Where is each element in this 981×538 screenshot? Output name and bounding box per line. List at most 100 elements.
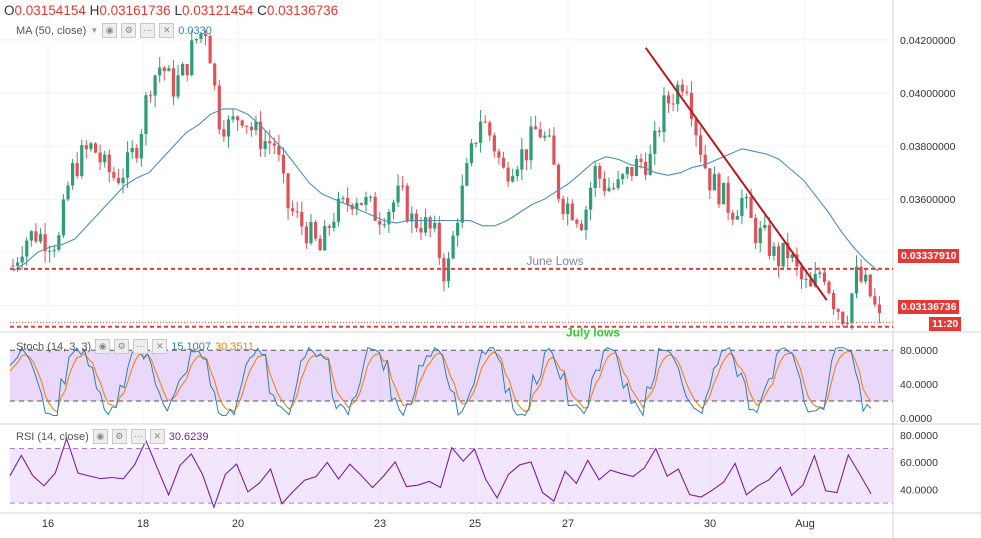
eye-icon[interactable]: ◉ (102, 23, 118, 38)
candle-body (126, 152, 130, 178)
candle-body (570, 203, 574, 220)
more-icon[interactable]: ⋯ (140, 23, 156, 38)
stoch-k-value: 15.1007 (171, 340, 211, 353)
candle-body (112, 172, 116, 178)
candle-body (630, 166, 634, 176)
close-icon[interactable]: ✕ (159, 23, 175, 38)
ohlc-readout: O0.03154154 H0.03161736 L0.03121454 C0.0… (4, 3, 338, 18)
candle-body (749, 196, 753, 218)
candle-body (653, 130, 657, 154)
candle-body (93, 143, 98, 153)
candle-body (575, 219, 579, 224)
candle-body (378, 220, 382, 225)
candle-body (89, 143, 93, 150)
candle-body (740, 198, 744, 217)
candle-body (676, 84, 680, 105)
candle-body (790, 254, 794, 259)
candle-body (323, 226, 327, 251)
candle-body (387, 211, 391, 225)
candle-body (813, 273, 817, 287)
candle-body (208, 35, 212, 64)
candle-body (144, 95, 148, 134)
candle-body (272, 143, 276, 146)
candle-body (405, 185, 409, 222)
candle-body (121, 177, 125, 184)
eye-icon[interactable]: ◉ (95, 339, 111, 354)
candle-body (181, 64, 185, 76)
close-value: 0.03136736 (266, 3, 339, 18)
candle-body (107, 154, 111, 173)
candle-body (341, 197, 345, 199)
last-price-tag: 0.03136736 (898, 300, 960, 314)
candle-body (217, 85, 221, 130)
ma-value: 0.0330 (178, 24, 212, 37)
candle-body (511, 176, 515, 182)
candle-body (254, 121, 258, 131)
candle-body (772, 246, 776, 256)
candle-body (763, 224, 767, 228)
gear-icon[interactable]: ⚙ (111, 429, 127, 444)
descending-trendline (644, 47, 828, 301)
candle-body (547, 135, 551, 137)
candle-body (520, 149, 524, 170)
candle-body (776, 246, 781, 267)
more-icon[interactable]: ⋯ (133, 339, 149, 354)
rsi-value: 30.6239 (168, 430, 209, 443)
candle-body (139, 133, 143, 159)
candle-body (20, 256, 24, 263)
oscillator-panes: 80.0000 40.0000 0.0000 80.0000 60.0000 40.000… (9, 345, 938, 509)
gear-icon[interactable]: ⚙ (114, 339, 130, 354)
candle-body (566, 203, 570, 215)
close-label: C (257, 3, 267, 18)
candle-body (804, 279, 808, 281)
candle-body (616, 179, 620, 188)
candle-body (75, 163, 79, 176)
rsi-legend[interactable]: RSI (14, close) ◉ ⚙ ⋯ ✕ 30.6239 (16, 429, 209, 444)
candle-body (396, 185, 400, 203)
candle-body (203, 33, 208, 36)
high-label: H (89, 3, 100, 18)
time-tick-label: 27 (562, 518, 574, 530)
more-icon[interactable]: ⋯ (130, 429, 146, 444)
ma-legend[interactable]: MA (50, close) ▼ ◉ ⚙ ⋯ ✕ 0.0330 (16, 23, 212, 38)
support-price-tag: 0.03337910 (898, 249, 960, 263)
candle-body (799, 266, 804, 280)
close-icon[interactable]: ✕ (152, 339, 168, 354)
gear-icon[interactable]: ⚙ (121, 23, 137, 38)
rsi-line (9, 436, 872, 509)
candle-body (226, 119, 231, 137)
candle-body (38, 234, 43, 242)
candle-body (744, 196, 749, 199)
candle-body (194, 38, 198, 41)
chart-overlays: June Lows July lows (10, 47, 893, 340)
time-tick-label: Aug (795, 518, 815, 530)
candle-body (43, 234, 47, 252)
candle-body (304, 226, 308, 244)
candle-body (364, 197, 368, 205)
candle-body (584, 209, 588, 230)
close-icon[interactable]: ✕ (149, 429, 165, 444)
eye-icon[interactable]: ◉ (92, 429, 108, 444)
candle-body (552, 135, 556, 165)
candle-body (845, 322, 849, 325)
candle-body (786, 242, 790, 259)
price-tick-label: 0.03800000 (900, 141, 956, 153)
candle-body (809, 279, 813, 287)
candle-body (767, 224, 771, 256)
candle-body (401, 185, 405, 187)
candle-body (29, 231, 33, 241)
chevron-down-icon[interactable]: ▼ (90, 26, 99, 35)
stoch-legend[interactable]: Stoch (14, 3, 3) ◉ ⚙ ⋯ ✕ 15.1007 30.3511 (16, 339, 254, 354)
candle-body (313, 221, 318, 239)
candle-body (593, 166, 597, 188)
candle-body (873, 296, 877, 305)
candle-body (48, 250, 52, 252)
candle-body (859, 266, 863, 282)
candle-body (598, 166, 602, 179)
candle-body (153, 75, 157, 96)
candle-body (625, 166, 629, 175)
rsi-tick-label: 40.0000 (900, 485, 938, 497)
candle-body (355, 202, 359, 210)
candle-body (428, 217, 432, 229)
